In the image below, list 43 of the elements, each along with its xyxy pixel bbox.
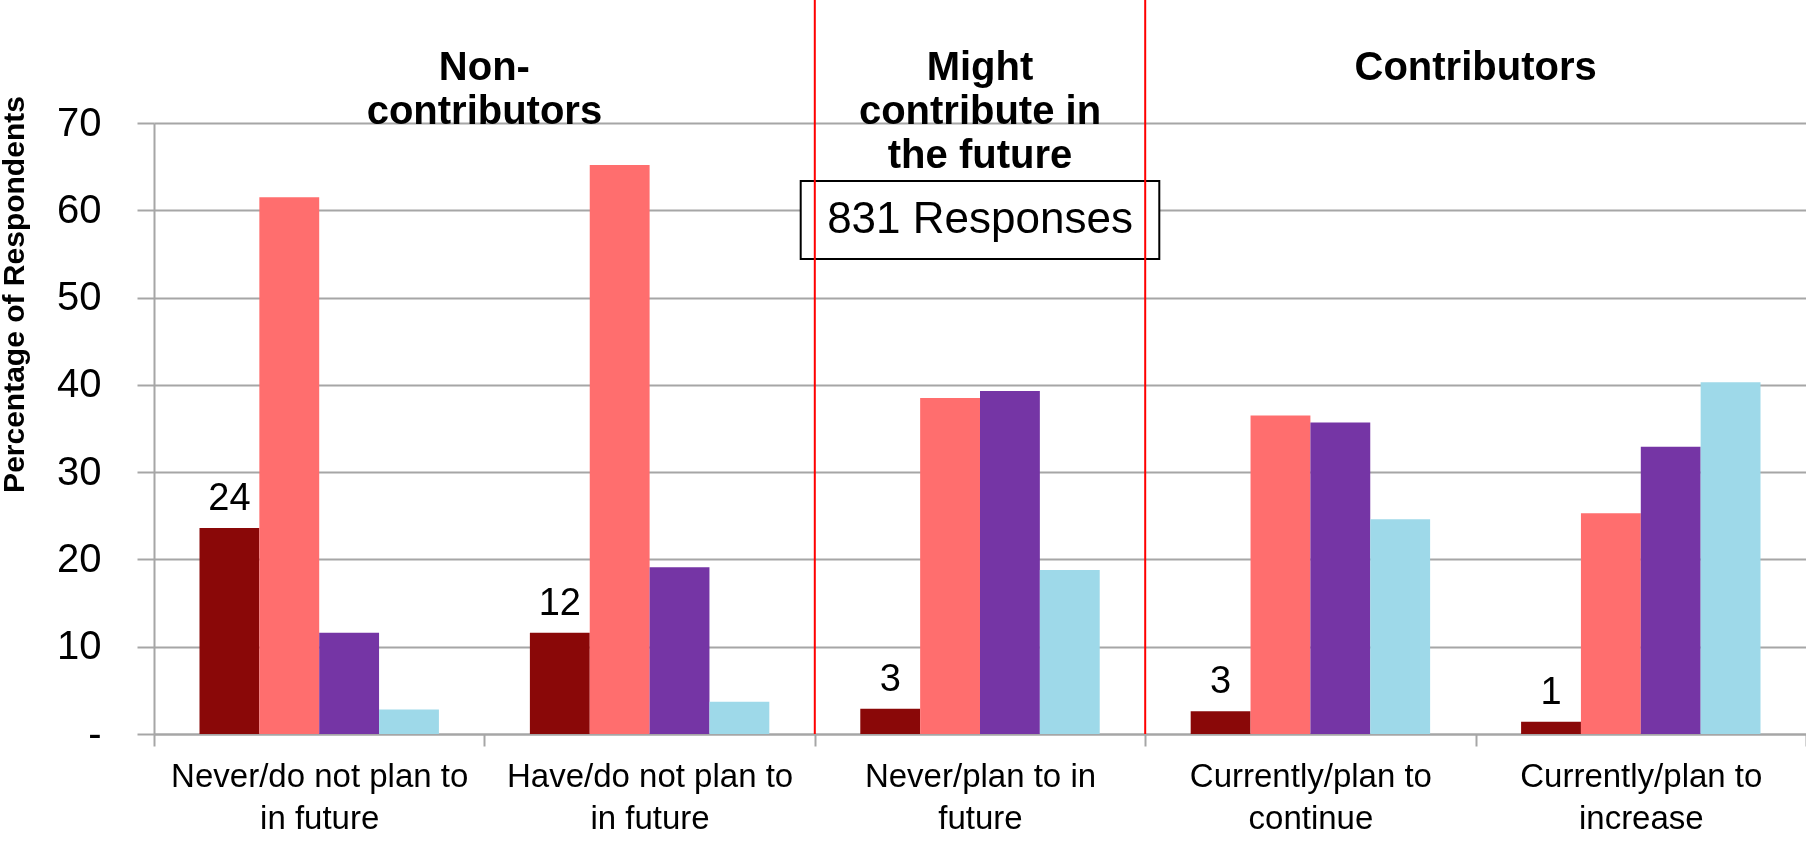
bar: [319, 632, 380, 734]
annotation: Might contribute in the future: [858, 44, 1102, 176]
bar: [1190, 711, 1251, 734]
x-tick-label: Never/plan to in future: [864, 756, 1097, 836]
data-label: 3: [879, 656, 901, 699]
y-tick-label: 10: [57, 623, 102, 668]
bar: [529, 632, 590, 734]
bar: [1580, 513, 1641, 734]
x-tick-label: Currently/plan to continue: [1189, 756, 1432, 836]
bar: [1640, 446, 1701, 734]
bar: [379, 709, 439, 734]
bar: [1370, 519, 1431, 734]
bar: [259, 197, 320, 734]
bar: [1250, 415, 1311, 734]
bar: [1310, 422, 1371, 734]
y-tick-label: 60: [57, 186, 102, 231]
text: Contributors: [1354, 44, 1597, 88]
y-tick-label: 30: [57, 448, 102, 493]
bar: [920, 397, 980, 734]
x-tick-label: Currently/plan to increase: [1520, 756, 1763, 836]
data-label: 24: [208, 476, 251, 519]
x-tick-label: Have/do not plan to in future: [506, 756, 794, 836]
data-label: 1: [1540, 669, 1562, 712]
annotation: Non-contributors: [366, 44, 603, 132]
y-tick-label: 40: [57, 361, 102, 406]
bar: [1039, 569, 1100, 734]
bar: [709, 701, 770, 734]
bar: [199, 528, 260, 734]
y-axis-title: Percentage of Respondents: [0, 96, 30, 493]
annotation: 831 Responses: [827, 193, 1133, 242]
y-tick-label: -: [88, 710, 102, 755]
bar: [980, 390, 1040, 734]
bar: [589, 164, 650, 734]
y-tick-label: 70: [57, 99, 102, 144]
data-label: 12: [538, 580, 581, 623]
bar: [1700, 382, 1761, 734]
bar: [860, 708, 921, 734]
bar: [649, 567, 710, 734]
y-tick-label: 20: [57, 535, 102, 580]
data-label: 3: [1210, 659, 1232, 702]
y-tick-label: 50: [57, 274, 102, 319]
bar: [1521, 721, 1581, 734]
x-tick-label: Never/do not plan to in future: [171, 756, 469, 836]
